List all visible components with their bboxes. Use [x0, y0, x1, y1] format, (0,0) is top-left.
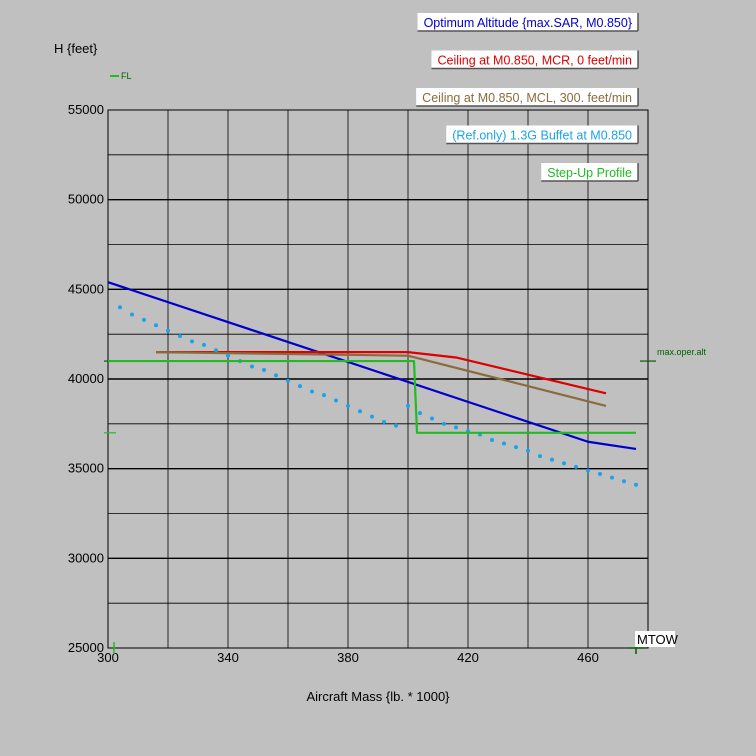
data-point: [634, 482, 638, 487]
legend-box: [446, 125, 639, 144]
data-point: [382, 420, 386, 425]
data-point: [406, 403, 410, 408]
fl-label: FL: [121, 71, 132, 81]
x-tick-label: 380: [337, 650, 359, 665]
series-line: [107, 281, 637, 451]
data-point: [214, 348, 218, 353]
data-point: [118, 305, 122, 310]
data-point: [190, 339, 194, 344]
data-point: [142, 317, 146, 322]
y-tick-label: 45000: [68, 281, 104, 296]
legend: Optimum Altitude {max.SAR, M0.850} Ceilin…: [416, 13, 639, 182]
data-point: [418, 411, 422, 416]
x-tick-label: 420: [457, 650, 479, 665]
series-2: [155, 351, 607, 407]
mtow-label-box: [635, 631, 675, 647]
y-tick-label: 30000: [68, 550, 104, 565]
legend-box: [417, 13, 638, 31]
data-point: [622, 479, 626, 484]
legend-label: Optimum Altitude {max.SAR, M0.850}: [424, 16, 632, 30]
data-point: [286, 378, 290, 383]
data-point: [298, 384, 302, 389]
grid: [108, 110, 648, 648]
data-point: [574, 464, 578, 469]
series-4: [108, 359, 636, 434]
data-point: [586, 468, 590, 473]
data-point: [538, 454, 542, 459]
x-tick-label: 460: [577, 650, 599, 665]
series-1: [156, 351, 607, 395]
series-group: [107, 281, 638, 487]
data-point: [370, 414, 374, 419]
data-point: [358, 409, 362, 414]
data-point: [598, 472, 602, 477]
tick-labels: 300 340 380 420 4602500030000350004000045000…: [68, 102, 599, 665]
data-point: [430, 416, 434, 421]
x-tick-label: 340: [217, 650, 239, 665]
series-0: [107, 281, 637, 451]
y-tick-label: 55000: [68, 102, 104, 117]
x-axis-label: Aircraft Mass {lb. * 1000}: [306, 689, 450, 704]
data-point: [454, 425, 458, 430]
legend-label: Step-Up Profile: [547, 166, 632, 180]
data-point: [514, 445, 518, 450]
data-point: [178, 333, 182, 338]
y-axis-label: H {feet}: [54, 41, 98, 56]
series-line: [108, 359, 636, 434]
y-tick-label: 25000: [68, 640, 104, 655]
data-point: [490, 437, 494, 442]
plot-frame: [107, 109, 649, 649]
series-line: [156, 351, 607, 395]
data-point: [322, 393, 326, 398]
data-point: [610, 475, 614, 480]
data-point: [202, 342, 206, 347]
data-point: [442, 421, 446, 426]
y-tick-label: 35000: [68, 461, 104, 476]
data-point: [274, 373, 278, 378]
data-point: [562, 461, 566, 466]
mtow-label: MTOW: [637, 632, 679, 647]
y-tick-label: 40000: [68, 371, 104, 386]
reference-lines: max.oper.alt: [104, 347, 707, 434]
ref-line-label: max.oper.alt: [657, 347, 707, 357]
legend-box: [541, 163, 639, 181]
data-point: [394, 423, 398, 428]
legend-box: [431, 50, 639, 69]
data-point: [310, 389, 314, 394]
data-point: [262, 368, 266, 373]
data-point: [154, 323, 158, 328]
data-point: [502, 441, 506, 446]
data-point: [226, 353, 230, 358]
fl-marker: FL: [110, 71, 132, 81]
legend-label: Ceiling at M0.850, MCR, 0 feet/min: [437, 54, 632, 68]
data-point: [250, 364, 254, 369]
data-point: [526, 448, 530, 453]
legend-label: Ceiling at M0.850, MCL, 300. feet/min: [422, 91, 632, 105]
data-point: [346, 403, 350, 408]
data-point: [334, 398, 338, 403]
data-point: [550, 457, 554, 462]
series-3: [118, 305, 638, 487]
mtow-marker: MTOW: [113, 631, 679, 654]
legend-box: [416, 88, 639, 106]
data-point: [166, 328, 170, 333]
y-tick-label: 50000: [68, 192, 104, 207]
legend-label: (Ref.only) 1.3G Buffet at M0.850: [452, 129, 632, 143]
series-line: [155, 351, 607, 407]
data-point: [130, 312, 134, 317]
